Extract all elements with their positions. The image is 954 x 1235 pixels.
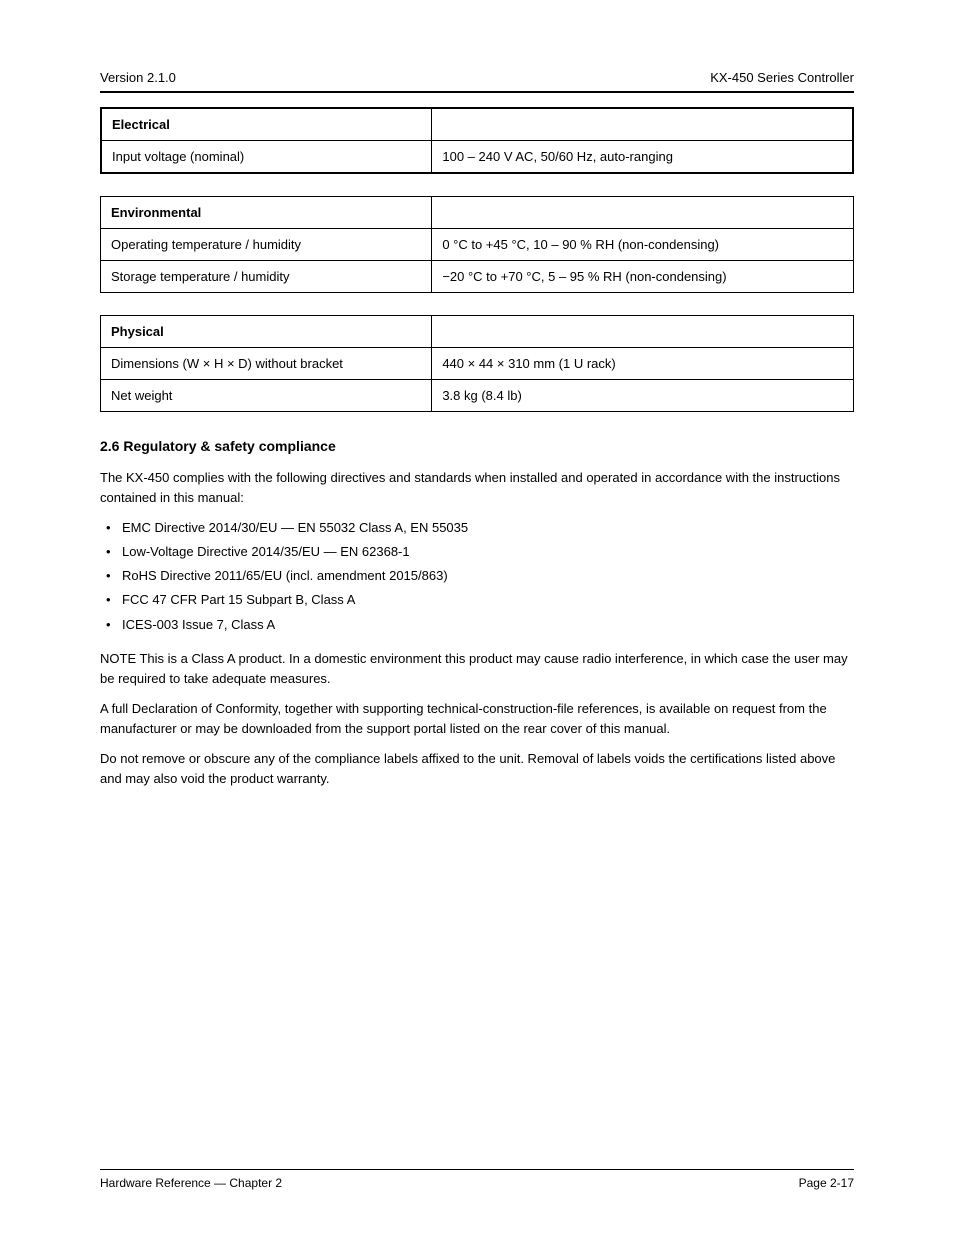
spec-label: Storage temperature / humidity <box>101 261 432 293</box>
list-item: EMC Directive 2014/30/EU — EN 55032 Clas… <box>100 518 854 538</box>
spec-value: 3.8 kg (8.4 lb) <box>432 380 854 412</box>
footer-left: Hardware Reference — Chapter 2 <box>100 1176 282 1190</box>
header-left: Version 2.1.0 <box>100 70 176 85</box>
spec-label: Dimensions (W × H × D) without bracket <box>101 348 432 380</box>
spec-label: Net weight <box>101 380 432 412</box>
spec-table-physical: Physical Dimensions (W × H × D) without … <box>100 315 854 412</box>
footer-rule <box>100 1169 854 1170</box>
section-title-blank <box>432 316 854 348</box>
spec-label: Input voltage (nominal) <box>101 141 432 174</box>
table-row: Input voltage (nominal) 100 – 240 V AC, … <box>101 141 853 174</box>
section-title-blank <box>432 197 854 229</box>
body-paragraph: Do not remove or obscure any of the comp… <box>100 749 854 789</box>
header-rule <box>100 91 854 93</box>
list-item: RoHS Directive 2011/65/EU (incl. amendme… <box>100 566 854 586</box>
table-row: Storage temperature / humidity −20 °C to… <box>101 261 854 293</box>
spec-label: Operating temperature / humidity <box>101 229 432 261</box>
spec-value: 0 °C to +45 °C, 10 – 90 % RH (non-conden… <box>432 229 854 261</box>
section-title: Environmental <box>101 197 432 229</box>
footer-right: Page 2-17 <box>799 1176 854 1190</box>
section-title: Physical <box>101 316 432 348</box>
body-paragraph: A full Declaration of Conformity, togeth… <box>100 699 854 739</box>
list-item: Low-Voltage Directive 2014/35/EU — EN 62… <box>100 542 854 562</box>
spec-table-environmental: Environmental Operating temperature / hu… <box>100 196 854 293</box>
section-heading: 2.6 Regulatory & safety compliance <box>100 436 854 458</box>
section-title-blank <box>432 108 853 141</box>
table-row: Net weight 3.8 kg (8.4 lb) <box>101 380 854 412</box>
running-header: Version 2.1.0 KX-450 Series Controller <box>100 70 854 85</box>
page-footer: Hardware Reference — Chapter 2 Page 2-17 <box>100 1169 854 1190</box>
intro-paragraph: The KX-450 complies with the following d… <box>100 468 854 508</box>
note-paragraph: NOTE This is a Class A product. In a dom… <box>100 649 854 689</box>
spec-value: 440 × 44 × 310 mm (1 U rack) <box>432 348 854 380</box>
spec-value: 100 – 240 V AC, 50/60 Hz, auto-ranging <box>432 141 853 174</box>
spec-table-electrical: Electrical Input voltage (nominal) 100 –… <box>100 107 854 174</box>
spec-value: −20 °C to +70 °C, 5 – 95 % RH (non-conde… <box>432 261 854 293</box>
list-item: FCC 47 CFR Part 15 Subpart B, Class A <box>100 590 854 610</box>
header-right: KX-450 Series Controller <box>710 70 854 85</box>
section-title: Electrical <box>101 108 432 141</box>
table-row: Operating temperature / humidity 0 °C to… <box>101 229 854 261</box>
list-item: ICES-003 Issue 7, Class A <box>100 615 854 635</box>
compliance-list: EMC Directive 2014/30/EU — EN 55032 Clas… <box>100 518 854 635</box>
body-section: 2.6 Regulatory & safety compliance The K… <box>100 436 854 790</box>
table-row: Dimensions (W × H × D) without bracket 4… <box>101 348 854 380</box>
